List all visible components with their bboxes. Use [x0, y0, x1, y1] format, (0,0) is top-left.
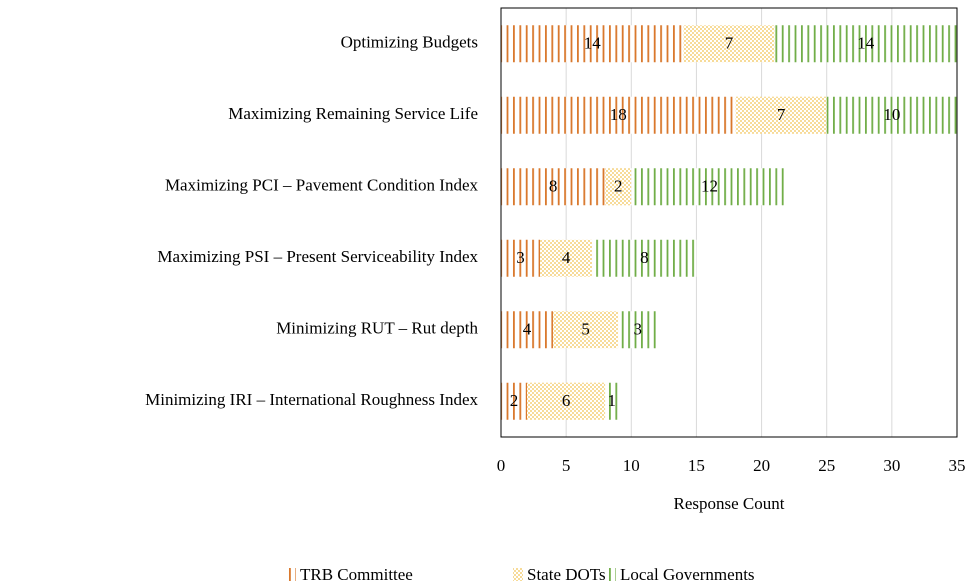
legend-swatch [513, 568, 523, 581]
bar-segment [605, 168, 632, 206]
data-label: 14 [857, 34, 875, 53]
data-label: 12 [701, 177, 718, 196]
data-label: 3 [516, 248, 525, 267]
x-tick-label: 10 [623, 456, 640, 475]
x-axis-label: Response Count [674, 494, 785, 513]
bar-segment [501, 382, 528, 420]
legend-swatch [606, 568, 616, 581]
bar-segment [501, 25, 684, 63]
y-tick-label: Optimizing Budgets [341, 33, 478, 52]
bar-segment [683, 25, 775, 63]
bar-segment [735, 96, 827, 134]
legend-item: Local Governments [606, 565, 755, 584]
y-tick-label: Minimizing RUT – Rut depth [276, 319, 478, 338]
y-tick-label: Maximizing PCI – Pavement Condition Inde… [165, 176, 479, 195]
x-tick-label: 5 [562, 456, 571, 475]
legend-item: TRB Committee [286, 565, 413, 584]
data-label: 4 [562, 248, 571, 267]
x-tick-label: 0 [497, 456, 506, 475]
y-tick-label: Minimizing IRI – International Roughness… [145, 390, 478, 409]
x-tick-label: 20 [753, 456, 770, 475]
y-tick-label: Maximizing PSI – Present Serviceability … [157, 247, 478, 266]
legend-label: State DOTs [527, 565, 606, 584]
bar-segment [501, 239, 541, 277]
data-label: 10 [883, 105, 900, 124]
legend-label: TRB Committee [300, 565, 413, 584]
data-label: 5 [581, 320, 590, 339]
bar-segment [631, 168, 788, 206]
data-label: 18 [610, 105, 627, 124]
bar-segment [501, 168, 606, 206]
data-label: 2 [510, 391, 519, 410]
y-tick-label: Maximizing Remaining Service Life [228, 104, 478, 123]
bar-segment [618, 311, 658, 349]
legend-label: Local Governments [620, 565, 755, 584]
bar-segment [774, 25, 957, 63]
bar-segment [501, 96, 736, 134]
data-label: 7 [725, 34, 734, 53]
plot-frame [500, 7, 958, 438]
data-label: 1 [607, 391, 616, 410]
data-label: 6 [562, 391, 571, 410]
x-tick-label: 35 [949, 456, 966, 475]
data-label: 8 [549, 177, 558, 196]
x-tick-label: 25 [818, 456, 835, 475]
x-tick-label: 15 [688, 456, 705, 475]
bar-segment [592, 239, 697, 277]
bar-segment [527, 382, 606, 420]
bar-segment [501, 311, 554, 349]
x-tick-label: 30 [883, 456, 900, 475]
data-label: 3 [634, 320, 643, 339]
data-label: 14 [584, 34, 602, 53]
bar-segment [540, 239, 593, 277]
bar-segment [605, 382, 619, 420]
legend-swatch [286, 568, 296, 581]
data-label: 8 [640, 248, 649, 267]
bar-segment [826, 96, 957, 134]
data-label: 2 [614, 177, 623, 196]
data-label: 7 [777, 105, 786, 124]
legend-item: State DOTs [513, 565, 606, 584]
bar-segment [553, 311, 619, 349]
data-label: 4 [523, 320, 532, 339]
